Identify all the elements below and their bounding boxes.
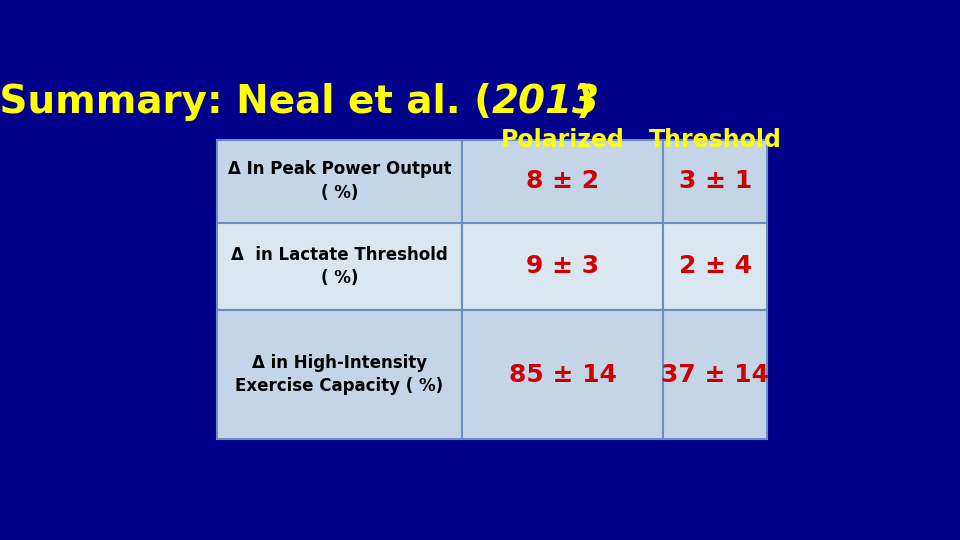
Bar [463, 223, 663, 310]
Bar [663, 140, 767, 223]
Text: 8 ± 2: 8 ± 2 [526, 169, 599, 193]
Bar [217, 310, 463, 439]
Text: Δ  in Lactate Threshold
( %): Δ in Lactate Threshold ( %) [231, 246, 448, 287]
Text: Polarized: Polarized [501, 127, 625, 152]
Bar [217, 140, 463, 223]
Bar [463, 310, 663, 439]
Text: ): ) [576, 83, 593, 121]
Text: 37 ± 14: 37 ± 14 [661, 362, 769, 387]
Bar [663, 310, 767, 439]
Text: 2 ± 4: 2 ± 4 [679, 254, 752, 279]
Bar [663, 223, 767, 310]
Bar [463, 140, 663, 223]
Text: 85 ± 14: 85 ± 14 [509, 362, 616, 387]
Text: 3 ± 1: 3 ± 1 [679, 169, 752, 193]
Text: 2013: 2013 [492, 83, 600, 121]
Bar [217, 223, 463, 310]
Text: Threshold: Threshold [649, 127, 781, 152]
Text: 9 ± 3: 9 ± 3 [526, 254, 599, 279]
Text: Δ in High-Intensity
Exercise Capacity ( %): Δ in High-Intensity Exercise Capacity ( … [235, 354, 444, 395]
Text: Δ In Peak Power Output
( %): Δ In Peak Power Output ( %) [228, 160, 451, 202]
Text: Data Summary: Neal et al. (: Data Summary: Neal et al. ( [0, 83, 492, 121]
